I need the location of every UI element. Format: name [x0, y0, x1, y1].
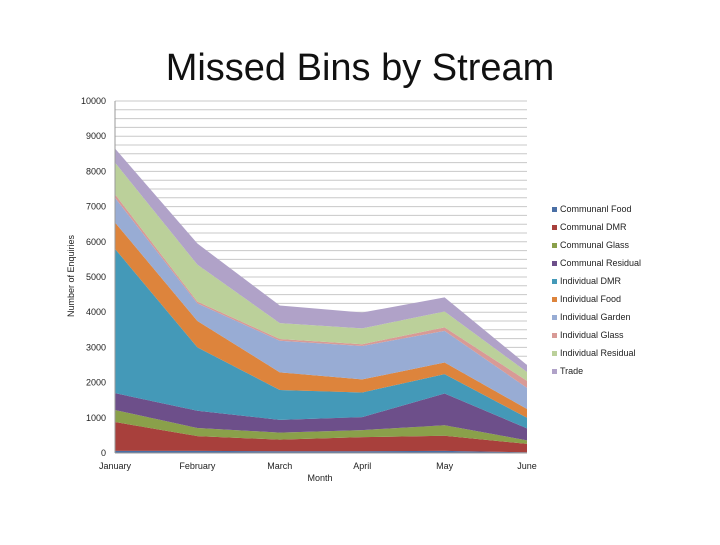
legend-swatch — [552, 279, 557, 284]
y-tick-label: 0 — [101, 448, 106, 458]
y-tick-label: 6000 — [86, 237, 106, 247]
x-tick-label: May — [436, 461, 454, 471]
legend-swatch — [552, 243, 557, 248]
legend-swatch — [552, 333, 557, 338]
y-tick-label: 2000 — [86, 378, 106, 388]
y-tick-label: 4000 — [86, 307, 106, 317]
legend-swatch — [552, 225, 557, 230]
legend-swatch — [552, 261, 557, 266]
legend-swatch — [552, 207, 557, 212]
y-tick-label: 8000 — [86, 166, 106, 176]
y-tick-label: 9000 — [86, 131, 106, 141]
y-tick-label: 1000 — [86, 413, 106, 423]
x-tick-label: March — [267, 461, 292, 471]
legend-label: Communal Glass — [560, 240, 630, 250]
legend-label: Individual Residual — [560, 348, 636, 358]
series-areas — [115, 149, 527, 453]
chart-title: Missed Bins by Stream — [166, 47, 555, 89]
legend-label: Individual Food — [560, 294, 621, 304]
y-tick-label: 3000 — [86, 342, 106, 352]
y-tick-label: 7000 — [86, 202, 106, 212]
legend-swatch — [552, 315, 557, 320]
legend-swatch — [552, 351, 557, 356]
x-tick-label: June — [517, 461, 537, 471]
legend-label: Communal DMR — [560, 222, 627, 232]
legend-label: Trade — [560, 366, 583, 376]
legend-label: Communanl Food — [560, 204, 632, 214]
legend-label: Individual Garden — [560, 312, 631, 322]
x-tick-label: April — [353, 461, 371, 471]
x-axis-title: Month — [307, 473, 332, 483]
legend: Communanl Food Communal DMR Communal Glass… — [552, 204, 641, 376]
y-axis-title: Number of Enquiries — [66, 234, 76, 317]
legend-swatch — [552, 369, 557, 374]
y-tick-label: 5000 — [86, 272, 106, 282]
x-tick-label: January — [99, 461, 132, 471]
x-tick-label: February — [179, 461, 216, 471]
legend-label: Individual DMR — [560, 276, 622, 286]
y-tick-label: 10000 — [81, 96, 106, 106]
legend-label: Individual Glass — [560, 330, 624, 340]
legend-label: Communal Residual — [560, 258, 641, 268]
legend-swatch — [552, 297, 557, 302]
